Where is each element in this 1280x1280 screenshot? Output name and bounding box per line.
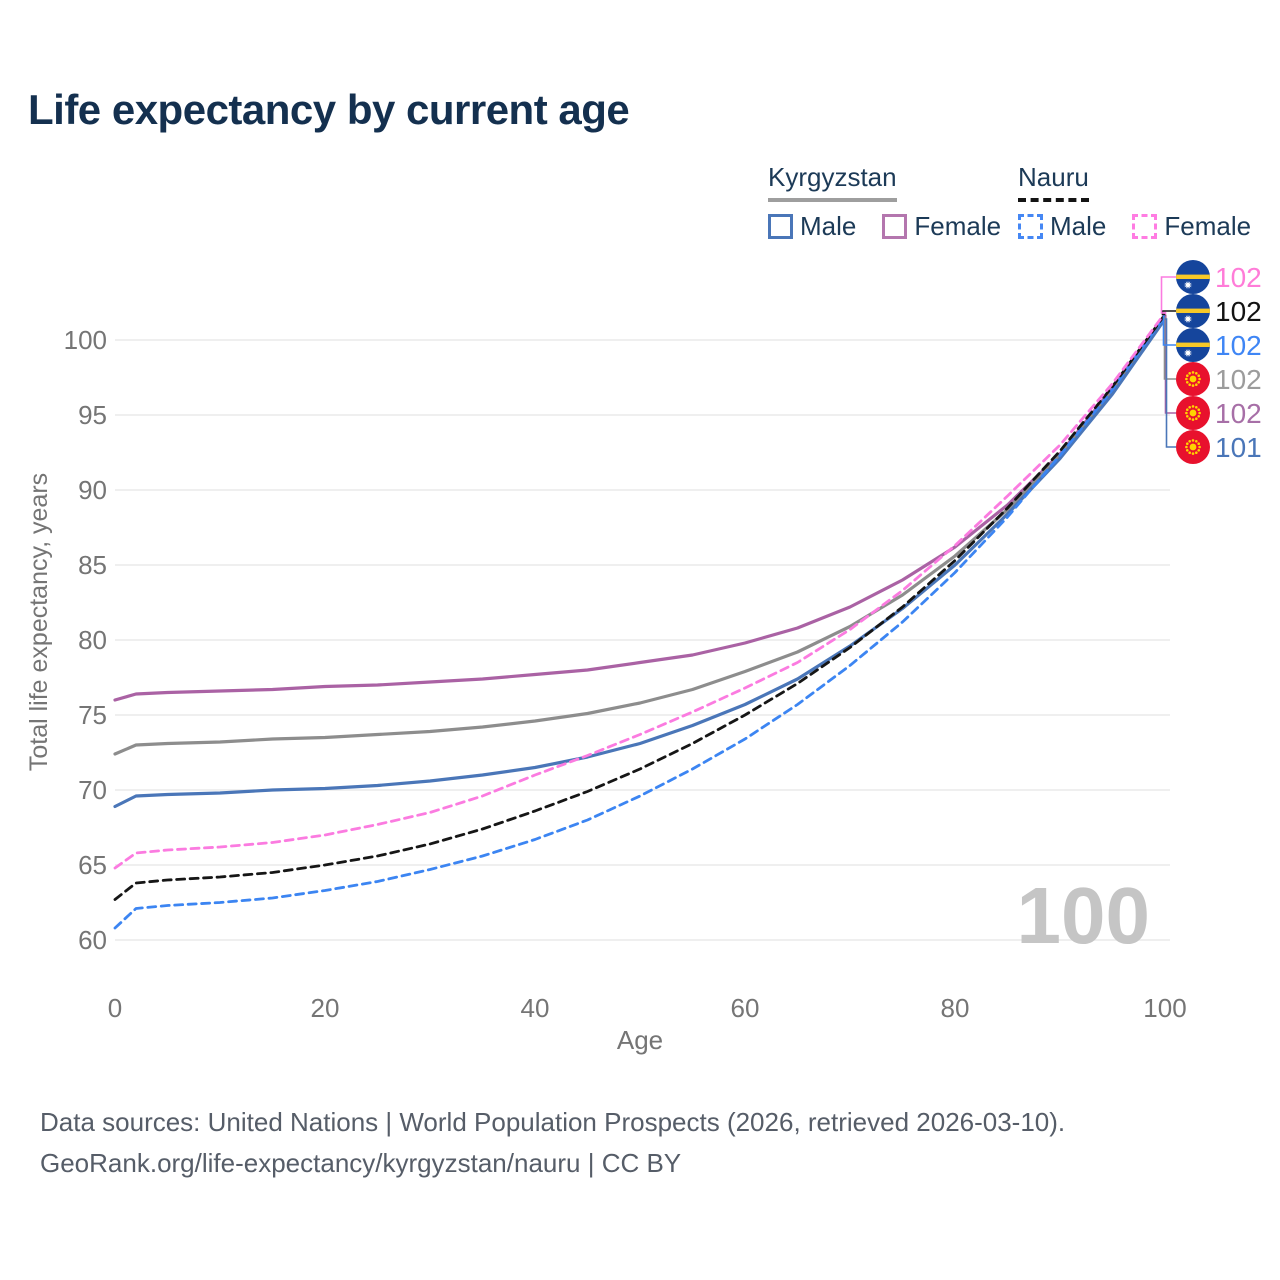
legend-country-nauru[interactable]: Nauru — [1018, 162, 1089, 202]
chart-footer: Data sources: United Nations | World Pop… — [40, 1102, 1065, 1184]
legend-item-label: Female — [1164, 211, 1252, 241]
female-solid-swatch-icon — [882, 214, 908, 239]
legend-item-nauru-female[interactable]: Female — [1132, 211, 1251, 242]
legend-item-kyrgyzstan-female[interactable]: Female — [882, 211, 1001, 242]
end-value-label-nauru: 102 — [1215, 262, 1262, 293]
page-title: Life expectancy by current age — [28, 86, 630, 133]
nauru-flag-icon — [1176, 294, 1210, 328]
y-tick-label: 65 — [78, 850, 107, 880]
nauru-flag-icon — [1176, 328, 1210, 362]
male-solid-swatch-icon — [768, 214, 793, 239]
series-line-nauru-male[interactable] — [113, 314, 1167, 930]
legend-item-label: Male — [800, 211, 857, 241]
x-axis-title: Age — [617, 1025, 663, 1055]
x-tick-label: 60 — [731, 993, 760, 1023]
end-value-label-nauru: 102 — [1215, 330, 1262, 361]
end-value-label-kyrgyzstan: 102 — [1215, 398, 1262, 429]
y-tick-label: 100 — [64, 325, 107, 355]
age-watermark: 100 — [1017, 871, 1150, 960]
female-dashed-swatch-icon — [1132, 214, 1158, 239]
data-sources-text: Data sources: United Nations | World Pop… — [40, 1107, 1066, 1137]
x-tick-label: 40 — [521, 993, 550, 1023]
legend-item-label: Female — [914, 211, 1002, 241]
y-tick-label: 90 — [78, 475, 107, 505]
y-tick-label: 60 — [78, 925, 107, 955]
legend-item-nauru-male[interactable]: Male — [1018, 211, 1106, 242]
x-tick-label: 20 — [311, 993, 340, 1023]
legend-country-kyrgyzstan[interactable]: Kyrgyzstan — [768, 162, 897, 202]
legend-item-label: Male — [1050, 211, 1107, 241]
y-tick-label: 95 — [78, 400, 107, 430]
male-dashed-swatch-icon — [1018, 214, 1043, 239]
attribution-text: GeoRank.org/life-expectancy/kyrgyzstan/n… — [40, 1148, 682, 1178]
legend-items-nauru: Male Female — [1018, 211, 1251, 242]
kyrgyzstan-flag-icon — [1176, 430, 1210, 464]
end-label-connector-nauru-male — [1162, 315, 1176, 346]
y-axis-title: Total life expectancy, years — [25, 473, 53, 771]
end-value-label-kyrgyzstan: 102 — [1215, 364, 1262, 395]
end-value-label-nauru: 102 — [1215, 296, 1262, 327]
y-tick-label: 85 — [78, 550, 107, 580]
legend-group-kyrgyzstan: Kyrgyzstan Male Female — [768, 162, 1001, 242]
nauru-flag-icon — [1176, 260, 1210, 294]
legend-group-nauru: Nauru Male Female — [1018, 162, 1251, 242]
end-label-connector-kyrgyzstan-female — [1164, 315, 1176, 414]
legend-item-kyrgyzstan-male[interactable]: Male — [768, 211, 856, 242]
kyrgyzstan-flag-icon — [1176, 362, 1210, 396]
y-tick-label: 80 — [78, 625, 107, 655]
series-line-nauru-all[interactable] — [113, 313, 1167, 901]
y-tick-label: 70 — [78, 775, 107, 805]
y-tick-label: 75 — [78, 700, 107, 730]
end-value-label-kyrgyzstan: 101 — [1215, 432, 1262, 463]
series-line-nauru-female[interactable] — [113, 311, 1167, 870]
series-line-kyrgyzstan-male[interactable] — [113, 317, 1167, 809]
x-tick-label: 80 — [941, 993, 970, 1023]
x-tick-label: 100 — [1143, 993, 1186, 1023]
legend-items-kyrgyzstan: Male Female — [768, 211, 1001, 242]
x-tick-label: 0 — [108, 993, 122, 1023]
end-label-connector-nauru-female — [1160, 276, 1176, 314]
kyrgyzstan-flag-icon — [1176, 396, 1210, 430]
series-line-kyrgyzstan-female[interactable] — [113, 314, 1167, 702]
end-label-connector-kyrgyzstan-all — [1163, 316, 1176, 380]
end-label-connector-kyrgyzstan-male — [1165, 318, 1176, 448]
